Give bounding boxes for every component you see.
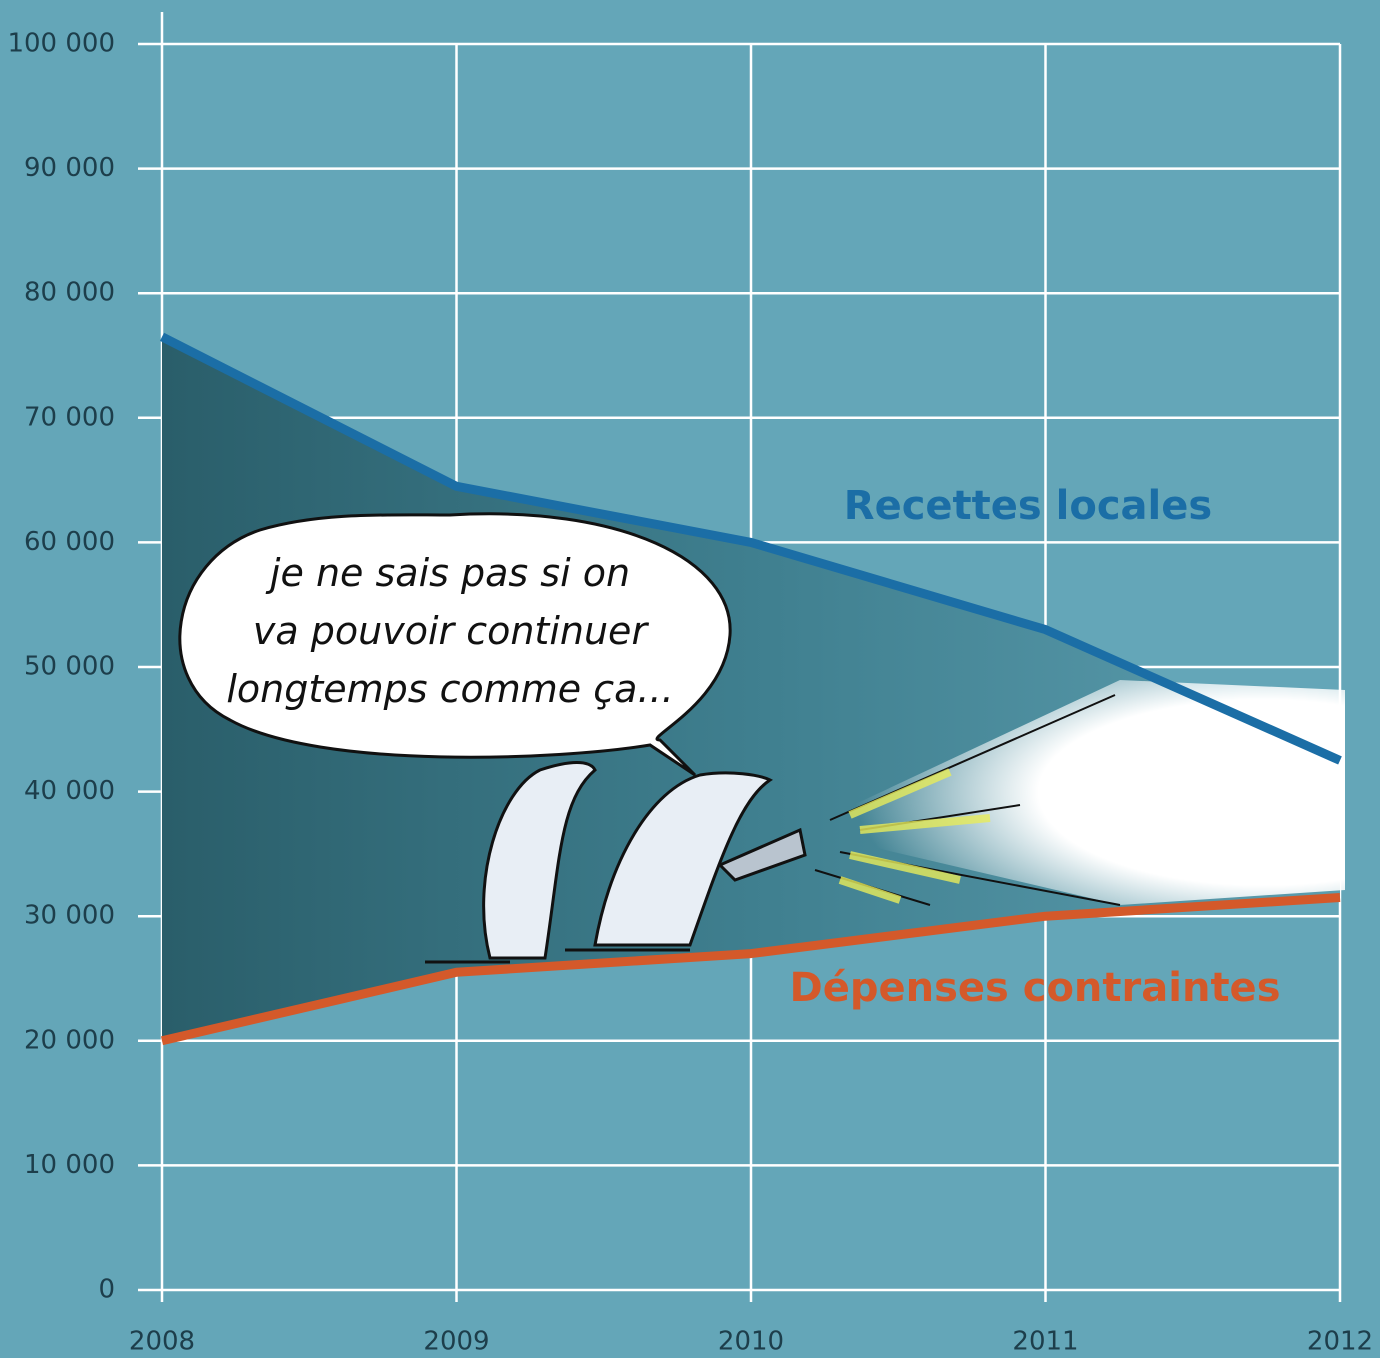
- speech-line: va pouvoir continuer: [253, 609, 650, 653]
- series-label: Recettes locales: [844, 483, 1212, 529]
- x-tick-label: 2012: [1307, 1327, 1373, 1357]
- speech-line: je ne sais pas si on: [265, 551, 630, 595]
- y-tick-label: 30 000: [24, 901, 115, 931]
- x-tick-label: 2009: [423, 1327, 489, 1357]
- y-tick-label: 50 000: [24, 652, 115, 682]
- chart: je ne sais pas si on va pouvoir continuer…: [0, 0, 1380, 1358]
- y-tick-label: 10 000: [24, 1150, 115, 1180]
- y-tick-label: 90 000: [24, 153, 115, 183]
- series-label: Dépenses contraintes: [790, 965, 1281, 1011]
- y-tick-label: 20 000: [24, 1025, 115, 1055]
- y-tick-label: 70 000: [24, 402, 115, 432]
- y-tick-label: 0: [98, 1275, 115, 1305]
- speech-text: je ne sais pas si on va pouvoir continuer…: [226, 551, 673, 711]
- y-tick-label: 80 000: [24, 278, 115, 308]
- y-tick-label: 100 000: [7, 29, 115, 59]
- speech-line: longtemps comme ça...: [226, 667, 673, 711]
- y-tick-label: 60 000: [24, 527, 115, 557]
- x-tick-label: 2011: [1012, 1327, 1078, 1357]
- x-tick-label: 2008: [129, 1327, 195, 1357]
- x-tick-label: 2010: [718, 1327, 784, 1357]
- y-tick-label: 40 000: [24, 776, 115, 806]
